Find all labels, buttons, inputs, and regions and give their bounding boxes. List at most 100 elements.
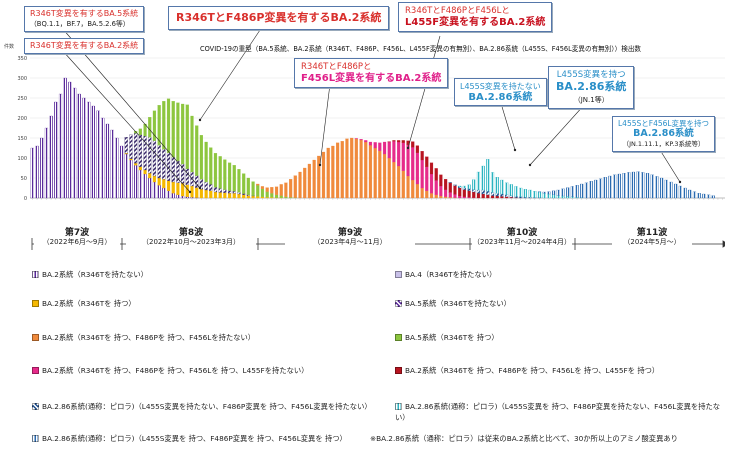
legend-swatch (32, 271, 39, 278)
wave-7: 第7波 （2022年6月～9月） (34, 229, 120, 247)
bar-segment (256, 183, 260, 186)
bar-segment (444, 189, 448, 197)
bar-segment (495, 195, 499, 199)
y-tick-label: 50 (21, 176, 27, 182)
bar-segment (54, 101, 58, 199)
bar-segment (697, 193, 701, 199)
bar-segment (260, 196, 265, 199)
bar-segment (547, 193, 551, 199)
bar-segment (580, 183, 584, 198)
bar-segment (429, 173, 434, 194)
legend: BA.2系統（R346Tを持たない） BA.4（R346Tを持たない） BA.2… (30, 265, 730, 463)
bar-segment (472, 191, 476, 198)
bar-segment (270, 187, 274, 194)
bar-segment (476, 189, 481, 194)
bar-segment (157, 105, 161, 146)
bar-segment (415, 183, 419, 199)
callout-ba286-no-l455s-line2: BA.2.86系統 (468, 92, 533, 103)
bar-segment (40, 137, 44, 199)
bar-segment (274, 186, 279, 195)
callout-ba286-l455s: L455S変異を持つ BA.2.86系統 （JN.1等） (548, 66, 635, 109)
bar-segment (166, 190, 171, 199)
bar-segment (96, 110, 100, 199)
leader-line (61, 27, 201, 189)
bar-segment (641, 172, 645, 199)
bar-series-group (30, 77, 715, 199)
y-tick-label: 350 (17, 56, 27, 62)
bar-segment (87, 101, 91, 199)
bar-segment (397, 141, 401, 167)
bar-segment (570, 196, 574, 199)
bar-segment (204, 189, 208, 199)
bar-segment (500, 196, 504, 199)
y-tick-label: 250 (17, 96, 27, 102)
bar-segment (237, 192, 241, 195)
bar-segment (138, 134, 142, 167)
bar-segment (260, 186, 265, 189)
bar-segment (143, 173, 147, 199)
bar-segment (397, 165, 401, 199)
leader-line (659, 149, 681, 183)
bar-segment (148, 173, 152, 179)
wave-8-period: （2022年10月～2023年3月） (142, 238, 240, 246)
callout-ba286-no-l455s-line1: L455S変異を持たない (460, 82, 541, 91)
bar-segment (246, 177, 250, 195)
bar-segment (162, 179, 166, 189)
bar-segment (650, 174, 654, 199)
bar-segment (373, 147, 377, 199)
callout-ba286-l455s-line3: （JN.1等） (573, 96, 609, 104)
bar-segment (176, 194, 180, 199)
bar-segment (617, 173, 621, 199)
legend-item: BA.2.86系統(通称：ピロラ)（L455S変異を持たない、F486P変異を … (32, 401, 372, 412)
bar-segment (213, 153, 218, 188)
callout-ba286-l455s-f456l: L455SとF456L変異を持つ BA.2.86系統 （JN.1.11.1，KP… (612, 116, 716, 152)
bar-segment (359, 139, 363, 199)
bar-segment (171, 193, 175, 199)
bar-segment (500, 179, 504, 195)
bar-segment (462, 187, 466, 190)
bar-segment (552, 190, 556, 195)
bar-segment (274, 194, 279, 198)
bar-segment (500, 193, 504, 197)
bar-segment (584, 182, 589, 199)
bar-segment (63, 77, 67, 199)
bar-segment (73, 87, 77, 199)
bar-segment (486, 194, 490, 199)
bar-segment (556, 189, 560, 196)
bar-segment (537, 191, 542, 198)
bar-segment (397, 140, 401, 143)
callout-ba2-r346t: R346T変異を有するBA.2系統 (24, 38, 145, 54)
bar-segment (44, 127, 49, 199)
bar-segment (467, 184, 471, 189)
bar-segment (185, 184, 189, 197)
bar-segment (401, 142, 405, 171)
bar-segment (242, 173, 246, 194)
x-axis (32, 198, 723, 200)
bar-segment (542, 193, 546, 199)
leader-line (529, 103, 586, 166)
wave-9: 第9波 （2023年4月～11月） (285, 229, 415, 247)
bar-segment (35, 145, 39, 199)
bar-segment (392, 161, 396, 199)
chart-title: COVID-19の重型（BA.5系統、BA.2系統（R346T、F486P、F4… (200, 44, 641, 53)
bar-segment (462, 196, 466, 199)
bar-segment (185, 168, 189, 185)
bar-segment (232, 193, 236, 199)
bar-segment (30, 147, 34, 199)
wave-11-name: 第11波 (636, 228, 668, 238)
callout-ba286-l455s-line1: L455S変異を持つ (556, 70, 626, 80)
bar-segment (293, 175, 297, 198)
bar-segment (364, 141, 368, 199)
callout-ba5-r346t-line2: （BQ.1.1，BF.7，BA.5.2.6等） (30, 20, 130, 28)
bar-segment (556, 195, 560, 199)
callout-ba2-l455f: R346TとF486PとF456Lと L455F変異を有するBA.2系統 (398, 2, 553, 32)
bar-segment (453, 194, 457, 198)
bar-segment (265, 191, 269, 198)
bar-segment (171, 101, 175, 158)
legend-label: BA.2系統（R346Tを 持つ、F486Pを 持つ、F456Lを 持つ、L45… (42, 366, 309, 375)
bar-segment (340, 141, 344, 199)
legend-swatch (395, 300, 402, 307)
bar-segment (566, 196, 570, 199)
bar-segment (439, 174, 443, 187)
y-tick-label: 200 (17, 116, 27, 122)
